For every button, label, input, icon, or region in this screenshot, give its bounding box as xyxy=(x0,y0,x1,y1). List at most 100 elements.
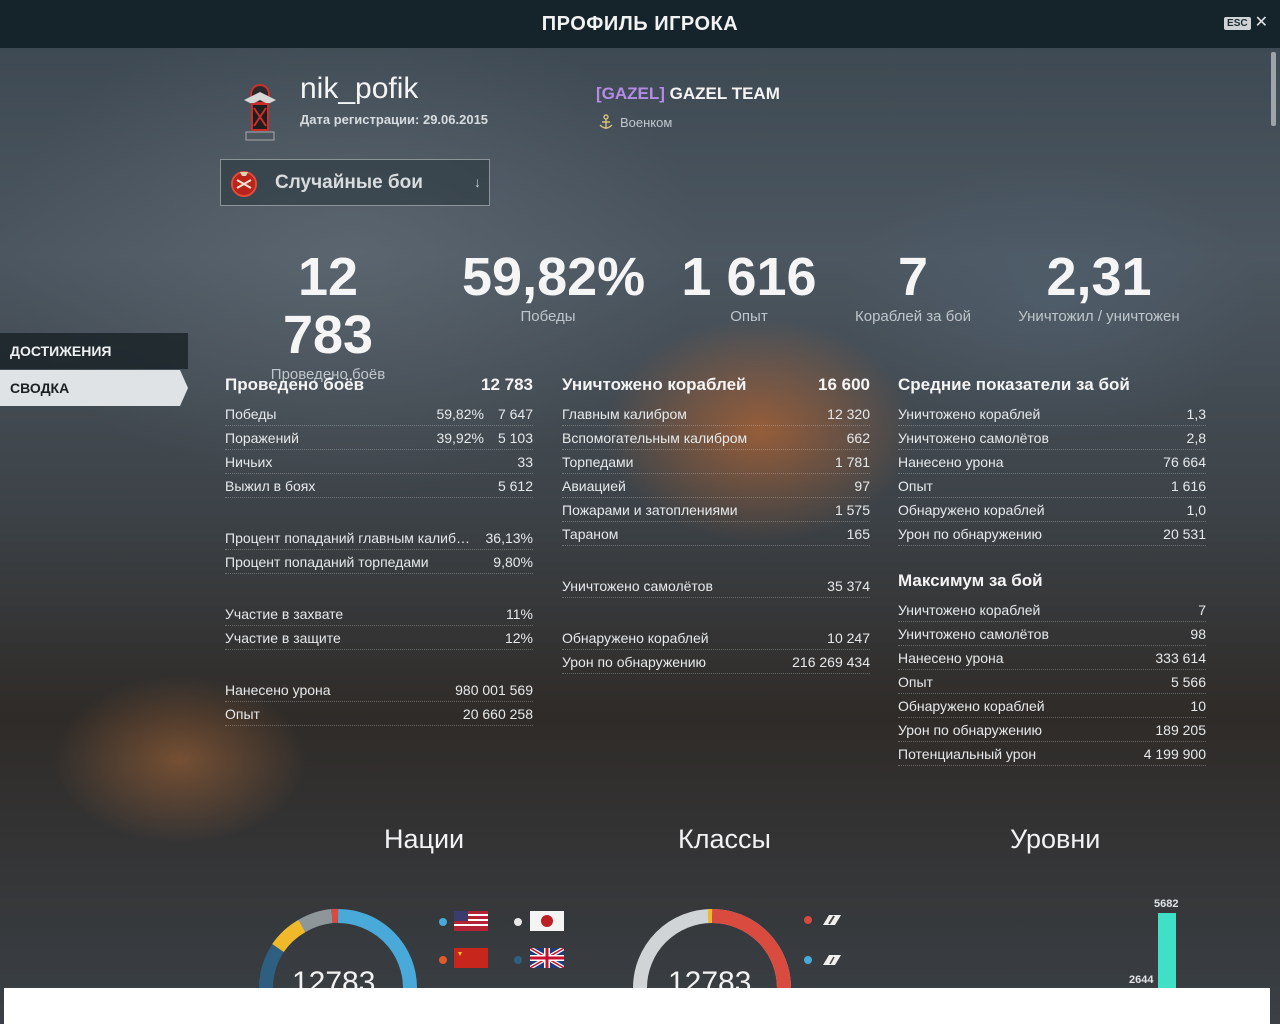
stat-row: Уничтожено самолётов 98 xyxy=(898,622,1206,646)
battles-stats-column: Проведено боёв 12 783 Победы 59,82% 7 647… xyxy=(225,372,533,726)
stat-row: Уничтожено самолётов 35 374 xyxy=(562,574,870,598)
tier-bar-value-top: 5682 xyxy=(1154,898,1179,910)
clan-link[interactable]: [GAZEL] GAZEL TEAM xyxy=(596,84,780,104)
stat-value: 76 664 xyxy=(1163,453,1206,470)
stat-value: 11% xyxy=(506,605,533,622)
stat-value: 10 xyxy=(1190,697,1206,714)
kpi-label: Уничтожил / уничтожен xyxy=(1018,308,1180,325)
nations-title: Нации xyxy=(384,824,465,854)
stat-value: 216 269 434 xyxy=(792,653,870,670)
battles-header: Проведено боёв 12 783 xyxy=(225,372,533,398)
scrollbar-thumb[interactable] xyxy=(1271,52,1276,126)
stat-row: Урон по обнаружению 20 531 xyxy=(898,522,1206,546)
section-heading: Уничтожено кораблей xyxy=(562,375,747,394)
stat-label: Опыт xyxy=(225,705,260,722)
random-battles-icon xyxy=(231,170,257,197)
section-heading: Средние показатели за бой xyxy=(898,375,1130,394)
stat-label: Авиацией xyxy=(562,477,626,494)
stat-value: 2,8 xyxy=(1186,429,1206,446)
stat-label: Опыт xyxy=(898,477,933,494)
close-button[interactable]: ESC ✕ xyxy=(1224,14,1268,31)
stat-value: 12% xyxy=(504,629,533,646)
stat-row: Главным калибром 12 320 xyxy=(562,402,870,426)
stat-row: Процент попаданий главным калиб… 36,13% xyxy=(225,526,533,550)
cruiser-class-icon[interactable] xyxy=(822,954,842,966)
uk-flag-icon[interactable] xyxy=(530,948,564,968)
stat-percent: 59,82% xyxy=(436,405,484,422)
stat-label: Урон по обнаружению xyxy=(898,525,1043,542)
stat-label: Торпедами xyxy=(562,453,634,470)
battleship-class-icon[interactable] xyxy=(822,914,842,926)
kpi-kd-ratio: 2,31 Уничтожил / уничтожен xyxy=(1012,248,1186,325)
clan-tag: [GAZEL] xyxy=(596,84,665,103)
usa-flag-icon[interactable] xyxy=(454,911,488,931)
japan-flag-icon[interactable] xyxy=(530,911,564,931)
legend-dot-usa xyxy=(439,918,447,926)
stat-value: 1,0 xyxy=(1186,501,1206,518)
destroyed-stats-column: Уничтожено кораблей 16 600 Главным калиб… xyxy=(562,372,870,674)
kpi-value: 2,31 xyxy=(1046,247,1152,307)
stat-row: Опыт 5 566 xyxy=(898,670,1206,694)
stat-value: 662 xyxy=(846,429,870,446)
anchor-icon xyxy=(599,114,613,129)
title-bar: ПРОФИЛЬ ИГРОКА ESC ✕ xyxy=(0,0,1280,48)
kpi-value: 12 783 xyxy=(282,247,374,365)
stat-percent: 39,92% xyxy=(436,429,484,446)
stat-row: Тараном 165 xyxy=(562,522,870,546)
close-icon: ✕ xyxy=(1254,14,1268,31)
stat-value: 5 103 xyxy=(497,429,533,446)
stat-label: Опыт xyxy=(898,673,933,690)
legend-dot-japan xyxy=(514,918,522,926)
stat-row: Урон по обнаружению 189 205 xyxy=(898,718,1206,742)
stat-label: Главным калибром xyxy=(562,405,687,422)
donut-segment-blue xyxy=(337,909,417,989)
clan-role: Военком xyxy=(598,114,672,130)
stat-value: 9,80% xyxy=(493,553,533,570)
battle-type-dropdown[interactable]: Случайные бои ↓ xyxy=(220,159,490,206)
registration-date: Дата регистрации: 29.06.2015 xyxy=(300,112,489,127)
stat-value: 333 614 xyxy=(1155,649,1206,666)
stat-row: Обнаружено кораблей 10 xyxy=(898,694,1206,718)
clan-emblem-avatar xyxy=(238,78,282,142)
kpi-value: 7 xyxy=(897,247,929,307)
destroyed-header: Уничтожено кораблей 16 600 xyxy=(562,372,870,398)
ussr-flag-icon[interactable] xyxy=(454,948,488,968)
stat-label: Уничтожено самолётов xyxy=(898,429,1049,446)
nav-achievements[interactable]: ДОСТИЖЕНИЯ xyxy=(0,333,188,369)
stat-row: Вспомогательным калибром 662 xyxy=(562,426,870,450)
legend-dot-uk xyxy=(514,956,522,964)
stat-value: 36,13% xyxy=(485,529,533,546)
tier-bar-value-second: 2644 xyxy=(1129,974,1154,986)
stat-row: Пожарами и затоплениями 1 575 xyxy=(562,498,870,522)
stat-row: Поражений 39,92% 5 103 xyxy=(225,426,533,450)
stat-label: Тараном xyxy=(562,525,619,542)
stat-row: Авиацией 97 xyxy=(562,474,870,498)
section-heading: Проведено боёв xyxy=(225,375,365,394)
section-heading: Максимум за бой xyxy=(898,571,1043,590)
stat-value: 5 566 xyxy=(1170,673,1206,690)
stat-value: 20 531 xyxy=(1163,525,1206,542)
stat-row: Опыт 1 616 xyxy=(898,474,1206,498)
window-title: ПРОФИЛЬ ИГРОКА xyxy=(541,12,739,35)
stat-row: Опыт 20 660 258 xyxy=(225,702,533,726)
stat-label: Нанесено урона xyxy=(898,649,1004,666)
stat-row: Уничтожено самолётов 2,8 xyxy=(898,426,1206,450)
stat-value: 5 612 xyxy=(497,477,533,494)
bottom-panel xyxy=(4,988,1270,1024)
nav-summary[interactable]: СВОДКА xyxy=(0,370,188,406)
kpi-label: Опыт xyxy=(730,308,768,325)
maximums-header: Максимум за бой xyxy=(898,568,1206,594)
esc-key-badge: ESC xyxy=(1224,16,1251,30)
stat-label: Ничьих xyxy=(225,453,273,470)
stat-row: Участие в защите 12% xyxy=(225,626,533,650)
stat-value: 97 xyxy=(854,477,870,494)
kpi-value: 59,82% xyxy=(462,247,646,307)
stat-value: 1 575 xyxy=(834,501,870,518)
stat-row: Процент попаданий торпедами 9,80% xyxy=(225,550,533,574)
stat-row: Обнаружено кораблей 1,0 xyxy=(898,498,1206,522)
stat-row: Торпедами 1 781 xyxy=(562,450,870,474)
kpi-label: Проведено боёв xyxy=(270,366,386,383)
stat-label: Обнаружено кораблей xyxy=(898,501,1045,518)
stat-label: Урон по обнаружению xyxy=(898,721,1043,738)
stat-label: Вспомогательным калибром xyxy=(562,429,748,446)
